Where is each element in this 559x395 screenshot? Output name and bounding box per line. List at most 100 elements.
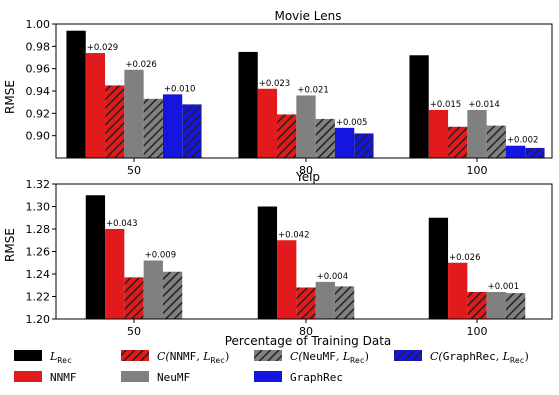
bar-rec-50	[85, 195, 106, 319]
bar-cgraphrec-80	[354, 133, 374, 158]
bar-graphrec-80	[334, 127, 355, 158]
y-tick-label: 1.24	[26, 268, 51, 281]
chart-title: Yelp	[295, 170, 320, 184]
bar-rec-100	[428, 217, 449, 319]
y-axis-label: RMSE	[3, 80, 17, 114]
y-axis-label: RMSE	[3, 228, 17, 262]
bar-cgraphrec-50	[182, 104, 202, 158]
x-tick-label: 80	[299, 325, 313, 338]
y-tick-label: 1.28	[26, 223, 51, 236]
y-tick-label: 0.92	[26, 107, 51, 120]
legend-swatch	[394, 350, 422, 361]
data-label: +0.015	[430, 100, 461, 110]
y-tick-label: 0.94	[26, 85, 51, 98]
data-label: +0.005	[336, 118, 367, 128]
bar-nnmf-50	[105, 229, 125, 319]
bar-cneumf-50	[143, 98, 163, 158]
bar-rec-100	[409, 55, 429, 159]
legend-label: NeuMF	[157, 371, 190, 384]
legend-item-neumf: NeuMF	[121, 371, 190, 384]
y-tick-label: 1.30	[26, 201, 51, 214]
bar-graphrec-50	[162, 94, 183, 158]
legend-label: LRec	[49, 350, 72, 365]
legend-swatch	[121, 350, 149, 361]
x-tick-label: 100	[467, 164, 488, 177]
y-tick-label: 0.90	[26, 130, 51, 143]
legend-item-cneumf: C(NeuMF, LRec)	[254, 350, 369, 365]
legend-label: C(NNMF, LRec)	[157, 350, 229, 365]
bar-cnnmf-100	[467, 292, 487, 319]
bar-cgraphrec-100	[525, 147, 545, 158]
bar-nnmf-80	[257, 88, 278, 158]
legend-swatch	[14, 371, 42, 382]
y-tick-label: 0.96	[26, 63, 51, 76]
bar-nnmf-100	[428, 109, 449, 158]
bar-neumf-100	[486, 292, 506, 319]
movielens-panel: Movie Lens RMSE +0.029 +0.026 +0.010 +0.023…	[3, 9, 553, 177]
data-label: +0.009	[145, 251, 176, 261]
y-tick-label: 1.20	[26, 313, 51, 326]
bar-neumf-80	[315, 281, 335, 319]
data-label: +0.001	[488, 282, 519, 292]
bar-cnnmf-50	[124, 277, 144, 319]
bar-cnnmf-80	[296, 287, 316, 319]
y-tick-label: 1.26	[26, 246, 51, 259]
legend-swatch	[254, 371, 282, 382]
data-label: +0.010	[164, 84, 195, 94]
bar-graphrec-100	[505, 145, 526, 158]
legend-label: NNMF	[50, 371, 77, 384]
data-label: +0.026	[449, 253, 480, 263]
legend-label: C(NeuMF, LRec)	[290, 350, 369, 365]
x-axis-label: Percentage of Training Data	[225, 334, 392, 348]
y-tick-label: 1.00	[26, 18, 51, 31]
yelp-panel: Yelp RMSE Percentage of Training Data +0…	[3, 170, 553, 348]
y-tick-label: 1.32	[26, 178, 51, 191]
data-label: +0.026	[125, 60, 156, 70]
chart-title: Movie Lens	[274, 9, 341, 23]
legend-swatch	[254, 350, 282, 361]
data-label: +0.021	[297, 85, 328, 95]
bar-cneumf-80	[334, 286, 355, 319]
x-tick-label: 50	[127, 164, 141, 177]
legend: LRec C(NNMF, LRec) C(NeuMF, LRec) C(GraphRe…	[14, 350, 529, 384]
bar-nnmf-80	[277, 240, 297, 319]
bar-neumf-50	[143, 260, 163, 319]
y-tick-label: 1.22	[26, 291, 51, 304]
x-tick-label: 50	[127, 325, 141, 338]
data-label: +0.023	[259, 79, 290, 89]
data-label: +0.002	[507, 136, 538, 146]
y-tick-label: 0.98	[26, 40, 51, 53]
legend-item-nnmf: NNMF	[14, 371, 77, 384]
data-label: +0.004	[317, 272, 348, 282]
legend-item-rec: LRec	[14, 350, 72, 365]
bar-nnmf-100	[448, 262, 468, 319]
legend-item-graphrec: GraphRec	[254, 371, 343, 384]
bar-rec-80	[257, 206, 278, 319]
legend-label: GraphRec	[290, 371, 343, 384]
x-tick-label: 100	[467, 325, 488, 338]
data-label: +0.014	[468, 100, 499, 110]
bar-rec-80	[238, 51, 258, 158]
legend-swatch	[14, 350, 42, 361]
bar-neumf-80	[296, 95, 316, 158]
bar-neumf-100	[467, 109, 487, 158]
legend-label: C(GraphRec, LRec)	[430, 350, 529, 365]
legend-item-cgraphrec: C(GraphRec, LRec)	[394, 350, 529, 365]
bar-cneumf-100	[486, 125, 506, 158]
x-tick-label: 80	[299, 164, 313, 177]
legend-item-cnnmf: C(NNMF, LRec)	[121, 350, 229, 365]
bar-cneumf-100	[505, 293, 526, 319]
bar-cnnmf-80	[277, 114, 297, 158]
data-label: +0.029	[87, 43, 118, 53]
bar-cnnmf-50	[105, 85, 125, 158]
bar-cneumf-80	[315, 118, 335, 158]
bar-cnnmf-100	[448, 126, 468, 158]
bar-rec-50	[66, 30, 86, 159]
data-label: +0.042	[278, 230, 309, 240]
bar-nnmf-50	[85, 53, 106, 158]
bar-neumf-50	[124, 69, 144, 158]
bar-cneumf-50	[162, 271, 183, 319]
legend-swatch	[121, 371, 149, 382]
